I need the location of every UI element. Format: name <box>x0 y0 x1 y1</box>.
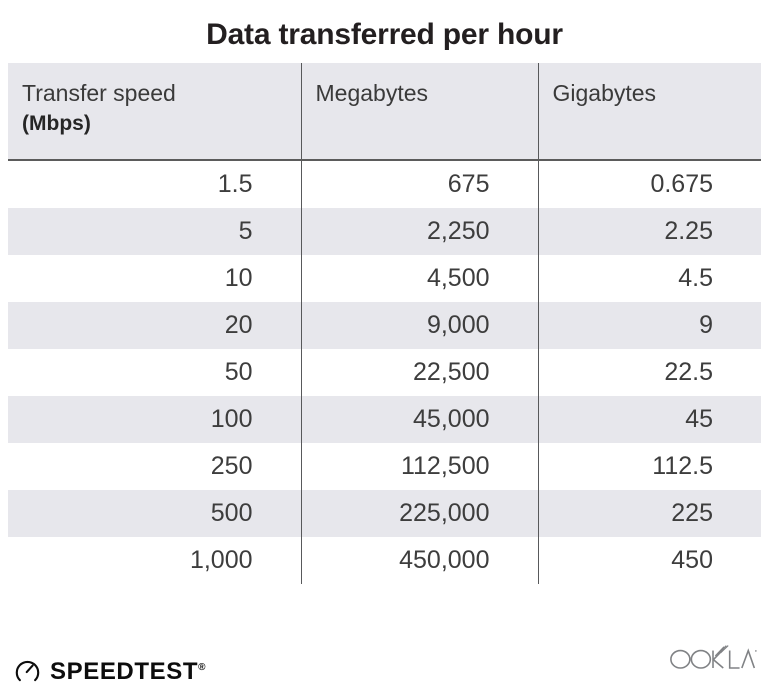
table-row: 250 112,500 112.5 <box>8 443 761 490</box>
cell-transfer-speed: 250 <box>8 443 301 490</box>
cell-gigabytes: 4.5 <box>537 255 761 302</box>
cell-transfer-speed: 5 <box>8 208 301 255</box>
column-header-transfer-speed-label: Transfer speed <box>22 80 176 106</box>
table-row: 10 4,500 4.5 <box>8 255 761 302</box>
cell-gigabytes: 225 <box>537 490 761 537</box>
cell-megabytes: 22,500 <box>300 349 538 396</box>
cell-transfer-speed: 10 <box>8 255 301 302</box>
cell-megabytes: 9,000 <box>300 302 538 349</box>
table-header-row: Transfer speed (Mbps) Megabytes Gigabyte… <box>8 63 761 161</box>
column-header-megabytes: Megabytes <box>300 63 538 161</box>
column-header-transfer-speed-unit: (Mbps) <box>22 112 91 135</box>
speedtest-trademark-symbol: ® <box>198 662 206 673</box>
cell-transfer-speed: 50 <box>8 349 301 396</box>
cell-gigabytes: 9 <box>537 302 761 349</box>
speedtest-wordmark-text: SPEEDTEST <box>50 658 199 685</box>
cell-transfer-speed: 1.5 <box>8 160 301 208</box>
table-row: 50 22,500 22.5 <box>8 349 761 396</box>
cell-transfer-speed: 100 <box>8 396 301 443</box>
cell-transfer-speed: 1,000 <box>8 537 301 584</box>
column-header-gigabytes-label: Gigabytes <box>552 80 657 106</box>
table-row: 20 9,000 9 <box>8 302 761 349</box>
cell-gigabytes: 22.5 <box>537 349 761 396</box>
column-header-transfer-speed: Transfer speed (Mbps) <box>8 63 301 161</box>
cell-megabytes: 675 <box>300 160 538 208</box>
cell-megabytes: 2,250 <box>300 208 538 255</box>
cell-gigabytes: 45 <box>537 396 761 443</box>
table-body: 1.5 675 0.675 5 2,250 2.25 10 4,500 4.5 20 9,000 9 5… <box>8 160 761 584</box>
speedtest-logo: SPEEDTEST® <box>14 656 205 684</box>
table-row: 1,000 450,000 450 <box>8 537 761 584</box>
cell-megabytes: 225,000 <box>300 490 538 537</box>
data-table-container: Transfer speed (Mbps) Megabytes Gigabyte… <box>8 63 761 584</box>
cell-megabytes: 45,000 <box>300 396 538 443</box>
cell-megabytes: 450,000 <box>300 537 538 584</box>
table-row: 1.5 675 0.675 <box>8 160 761 208</box>
column-header-gigabytes: Gigabytes <box>537 63 761 161</box>
cell-transfer-speed: 20 <box>8 302 301 349</box>
cell-gigabytes: 0.675 <box>537 160 761 208</box>
footer: SPEEDTEST® <box>0 618 769 698</box>
column-header-megabytes-label: Megabytes <box>315 80 429 106</box>
cell-gigabytes: 450 <box>537 537 761 584</box>
cell-gigabytes: 112.5 <box>537 443 761 490</box>
ookla-logo <box>669 644 757 670</box>
table-header: Transfer speed (Mbps) Megabytes Gigabyte… <box>8 63 761 161</box>
table-row: 500 225,000 225 <box>8 490 761 537</box>
speedtest-wordmark: SPEEDTEST® <box>50 656 205 684</box>
cell-transfer-speed: 500 <box>8 490 301 537</box>
cell-megabytes: 4,500 <box>300 255 538 302</box>
table-row: 5 2,250 2.25 <box>8 208 761 255</box>
table-row: 100 45,000 45 <box>8 396 761 443</box>
data-table: Transfer speed (Mbps) Megabytes Gigabyte… <box>8 63 761 584</box>
speedometer-gauge-icon <box>14 657 41 684</box>
page-title: Data transferred per hour <box>206 18 563 51</box>
cell-gigabytes: 2.25 <box>537 208 761 255</box>
cell-megabytes: 112,500 <box>300 443 538 490</box>
